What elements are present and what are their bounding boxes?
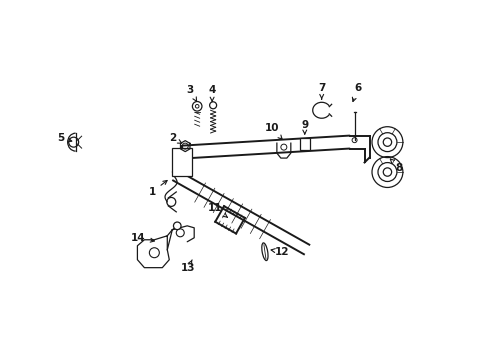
Text: 9: 9 [301, 120, 308, 134]
Text: 14: 14 [131, 233, 154, 243]
Text: 11: 11 [207, 203, 227, 217]
Text: 10: 10 [264, 123, 282, 139]
Text: 4: 4 [208, 85, 215, 101]
Text: 2: 2 [168, 133, 182, 143]
Text: 1: 1 [148, 180, 167, 197]
Text: 7: 7 [317, 84, 325, 99]
Bar [299, 138, 309, 150]
Text: 12: 12 [270, 247, 288, 257]
Text: 5: 5 [57, 133, 72, 143]
Text: 6: 6 [352, 84, 361, 102]
Text: 3: 3 [186, 85, 196, 101]
Text: 8: 8 [389, 159, 402, 173]
Text: 13: 13 [181, 260, 195, 273]
Circle shape [173, 222, 181, 230]
Bar [172, 148, 192, 176]
